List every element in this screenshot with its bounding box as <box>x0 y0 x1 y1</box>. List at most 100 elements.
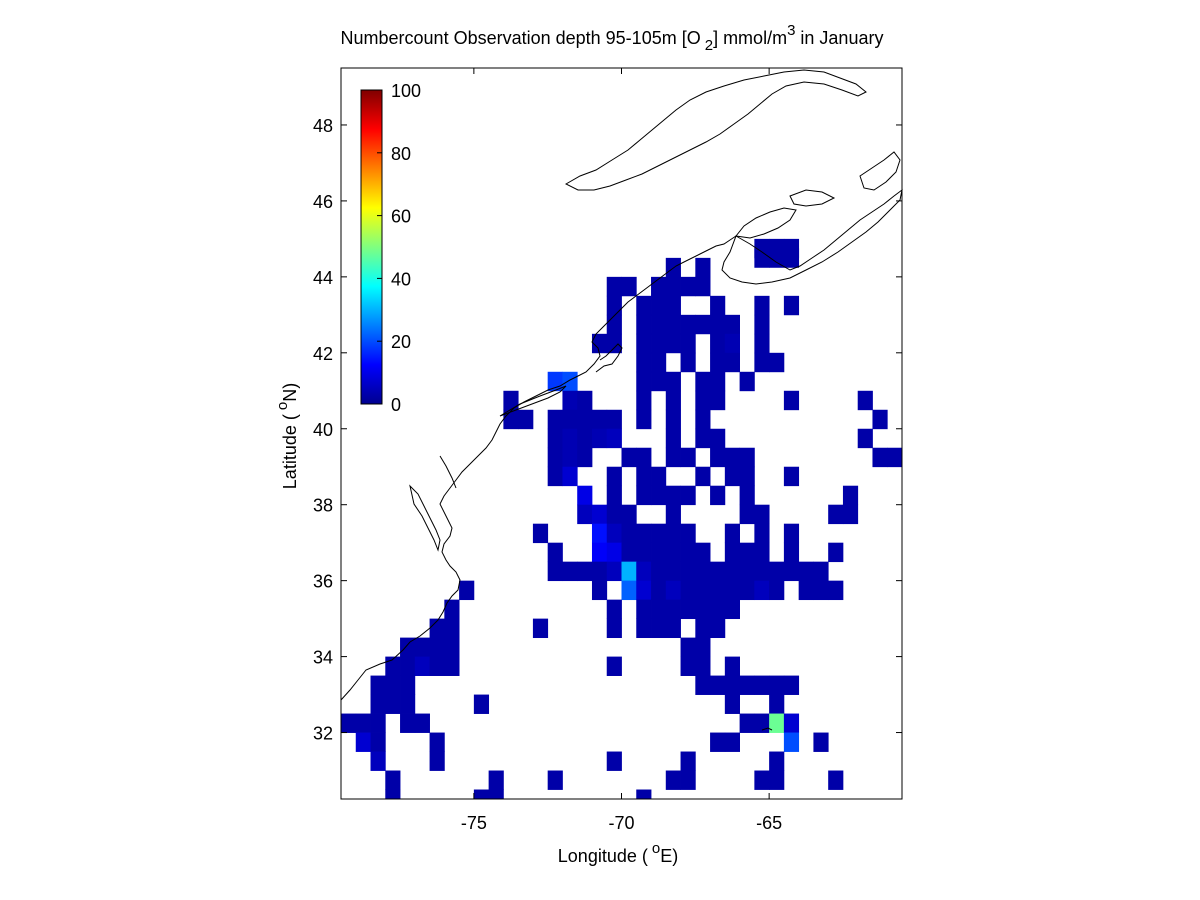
heatmap-cell <box>739 485 755 506</box>
chart-title-unit: ] mmol/m <box>713 28 787 48</box>
heatmap-cell <box>798 580 814 601</box>
heatmap-cell <box>518 409 534 430</box>
x-tick-label: -65 <box>756 813 782 833</box>
heatmap-cell <box>665 580 681 601</box>
heatmap-cell <box>370 732 386 752</box>
heatmap-cell <box>680 561 696 582</box>
heatmap-cell <box>769 770 785 790</box>
heatmap-cell <box>710 352 726 373</box>
heatmap-cell <box>651 466 667 487</box>
heatmap-cell <box>355 713 371 733</box>
heatmap-cell <box>651 542 667 563</box>
heatmap-cell <box>488 789 504 800</box>
heatmap-cell <box>754 295 770 316</box>
heatmap-cell <box>665 276 681 297</box>
heatmap-cell <box>665 504 681 525</box>
heatmap-cell <box>724 580 740 601</box>
heatmap-cell <box>577 447 593 468</box>
heatmap-cell <box>385 694 401 714</box>
heatmap-cell <box>636 561 652 582</box>
heatmap-cell <box>429 751 445 771</box>
heatmap-cell <box>547 561 563 582</box>
heatmap-cell <box>591 409 608 430</box>
heatmap-cell <box>680 352 696 373</box>
y-tick-label: 46 <box>313 192 333 212</box>
heatmap-cell <box>724 732 740 752</box>
heatmap-cell <box>636 371 652 392</box>
heatmap-cell <box>532 618 549 639</box>
y-axis-label-main: Latitude ( <box>280 414 300 489</box>
heatmap-cell <box>473 694 490 714</box>
heatmap-cell <box>710 618 726 639</box>
heatmap-cell <box>606 276 622 297</box>
x-axis-label: Longitude (oE) <box>558 840 678 866</box>
heatmap-cell <box>665 523 681 544</box>
heatmap-cell <box>636 580 652 601</box>
coastline-bermuda <box>761 727 773 731</box>
heatmap-cell <box>739 713 755 733</box>
heatmap-cell <box>488 770 504 790</box>
heatmap-cell <box>695 675 711 695</box>
heatmap-cell <box>798 561 814 582</box>
heatmap-cell <box>724 333 740 354</box>
heatmap-cell <box>355 732 371 752</box>
heatmap-cell <box>710 295 726 316</box>
heatmap-cell <box>842 504 859 525</box>
heatmap-cell <box>769 248 785 268</box>
heatmap-cell <box>695 656 711 676</box>
heatmap-cell <box>651 314 667 335</box>
heatmap-cell <box>783 523 800 544</box>
x-tick-label: -75 <box>461 813 487 833</box>
coastline-gulf-st-lawrence <box>564 69 867 191</box>
heatmap-cell <box>621 523 637 544</box>
coastline-pei <box>789 189 836 207</box>
y-tick-label: 38 <box>313 496 333 516</box>
heatmap-cell <box>606 314 622 335</box>
heatmap-cell <box>385 675 401 695</box>
plot-area: -75 -70 -65 32 34 36 38 40 42 44 46 48 <box>313 67 903 833</box>
heatmap-cell <box>591 523 608 544</box>
heatmap-cell <box>887 447 903 468</box>
heatmap-cell <box>606 485 622 506</box>
coastline-new-brunswick <box>735 207 797 239</box>
heatmap-cell <box>695 618 711 639</box>
x-tick-label: -70 <box>608 813 634 833</box>
chart-title-main: Numbercount Observation depth 95-105m [O <box>341 28 701 48</box>
heatmap-cell <box>695 314 711 335</box>
heatmap-cell <box>739 542 755 563</box>
heatmap-cell <box>636 390 652 411</box>
coastline-long-island <box>499 385 567 417</box>
heatmap-cell <box>636 314 652 335</box>
heatmap-cell <box>473 789 490 800</box>
heatmap-cell <box>680 770 696 790</box>
heatmap-cell <box>606 466 622 487</box>
colorbar-tick-label: 40 <box>391 269 411 289</box>
heatmap-cell <box>444 599 460 620</box>
coastline <box>340 69 903 731</box>
heatmap-cell <box>857 390 873 411</box>
heatmap-cell <box>724 599 740 620</box>
heatmap-cell <box>591 580 608 601</box>
heatmap-cell <box>680 314 696 335</box>
heatmap-cell <box>651 371 667 392</box>
heatmap-cell <box>385 789 401 800</box>
heatmap-cell <box>695 637 711 657</box>
heatmap-cell <box>547 409 563 430</box>
heatmap-cell <box>636 295 652 316</box>
heatmap-cell <box>636 447 652 468</box>
heatmap-cell <box>680 637 696 657</box>
heatmap-cell <box>695 276 711 297</box>
heatmap-cell <box>591 504 608 525</box>
heatmap-cell <box>724 447 740 468</box>
heatmap-cell <box>710 675 726 695</box>
x-axis: -75 -70 -65 <box>461 68 782 833</box>
heatmap-cell <box>429 656 445 676</box>
heatmap-cell <box>769 352 785 373</box>
heatmap-cell <box>400 713 416 733</box>
heatmap-cell <box>562 561 578 582</box>
colorbar-tick-label: 0 <box>391 395 401 415</box>
heatmap-cell <box>444 656 460 676</box>
heatmap-cell <box>754 561 770 582</box>
heatmap-cell <box>754 770 770 790</box>
heatmap-cell <box>606 333 622 354</box>
